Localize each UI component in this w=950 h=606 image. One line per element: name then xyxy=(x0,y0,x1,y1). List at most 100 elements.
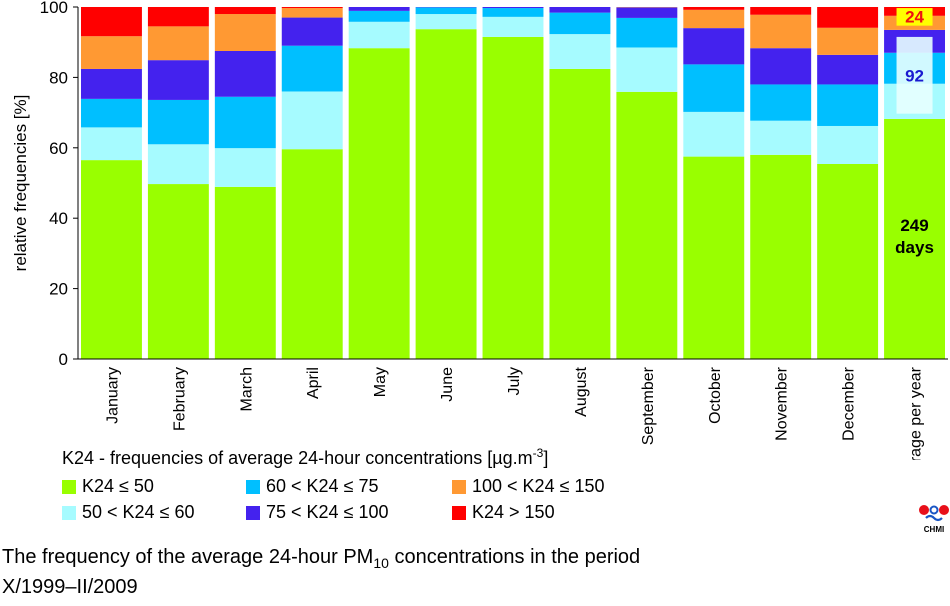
bar-segment xyxy=(683,9,745,29)
bar-segment xyxy=(415,14,477,30)
annotation-box xyxy=(896,8,933,26)
bar-segment xyxy=(147,60,209,100)
bar-segment xyxy=(214,186,276,359)
svg-text:CHMI: CHMI xyxy=(924,525,944,534)
x-tick-label: June xyxy=(439,367,456,402)
bar-segment xyxy=(750,84,812,121)
y-axis-label: relative frequencies [%] xyxy=(11,95,30,272)
x-tick-label: March xyxy=(238,367,255,411)
bar-segment xyxy=(281,91,343,150)
x-tick-label: July xyxy=(506,367,523,395)
chmi-logo: CHMI xyxy=(919,505,949,534)
bar-segment xyxy=(81,127,142,161)
bar-segment xyxy=(817,27,879,55)
bar-segment xyxy=(817,163,879,359)
bar-segment xyxy=(281,45,343,92)
bar-segment xyxy=(415,29,477,360)
bar-segment xyxy=(549,68,611,360)
bar-segment xyxy=(482,16,544,37)
legend-item-75-100: 75 < K24 ≤ 100 xyxy=(246,502,388,523)
x-tick-label: August xyxy=(573,366,590,416)
legend-swatch xyxy=(452,479,466,494)
bar-segment xyxy=(81,160,142,359)
annotation-days-unit: days xyxy=(895,238,934,257)
y-tick-label: 0 xyxy=(59,350,68,369)
bar-segment xyxy=(616,91,678,359)
bar-segment xyxy=(348,21,410,49)
bar-segment xyxy=(817,84,879,126)
annotation-value-24: 24 xyxy=(905,8,924,27)
bar-segment xyxy=(214,148,276,187)
bar-segment xyxy=(81,7,142,37)
bar-segment xyxy=(81,68,142,99)
annotation-value-92: 92 xyxy=(905,66,924,85)
bar-segment xyxy=(281,149,343,359)
bar-segment xyxy=(549,34,611,69)
bar-segment xyxy=(549,7,611,13)
y-tick-label: 80 xyxy=(49,68,68,87)
bar-segment xyxy=(616,7,678,18)
bar-segment xyxy=(214,14,276,51)
bar-segment xyxy=(683,156,745,359)
bar-segment xyxy=(214,96,276,149)
legend-item-k24-le-50: K24 ≤ 50 xyxy=(62,476,154,497)
bar-segment xyxy=(214,7,276,15)
bar-segment xyxy=(147,144,209,185)
stacked-bar-chart: January February March April May June July Augu… xyxy=(11,0,948,460)
x-tick-label: January xyxy=(104,367,121,424)
bar-segment xyxy=(750,14,812,49)
bar-segment xyxy=(81,36,142,69)
bar-segment xyxy=(147,99,209,145)
bar-segment xyxy=(884,118,945,359)
bar-segment xyxy=(750,120,812,155)
bar-segment xyxy=(482,8,544,17)
x-tick-label: October xyxy=(707,366,724,424)
legend-swatch xyxy=(62,505,76,520)
x-tick-label: November xyxy=(774,366,791,440)
bar-segment xyxy=(616,17,678,48)
bar-segment xyxy=(81,98,142,128)
y-tick-label: 100 xyxy=(40,0,68,17)
bar-segment xyxy=(147,184,209,359)
y-tick-label: 60 xyxy=(49,139,68,158)
x-tick-label: average per year xyxy=(908,366,925,460)
bar-segment xyxy=(549,12,611,35)
bar-segment xyxy=(616,47,678,92)
bar-segment xyxy=(348,48,410,360)
legend-swatch xyxy=(246,479,260,494)
bar-segment xyxy=(281,17,343,46)
legend-swatch xyxy=(452,505,466,520)
legend-item-60-75: 60 < K24 ≤ 75 xyxy=(246,476,378,497)
bar-segment xyxy=(750,154,812,359)
x-tick-label: April xyxy=(305,367,322,399)
x-tick-label: December xyxy=(841,366,858,440)
bar-segment xyxy=(817,125,879,164)
bar-segment xyxy=(415,7,477,15)
annotation-days-count: 249 xyxy=(900,216,928,235)
bar-segment xyxy=(817,7,879,28)
legend-swatch xyxy=(246,505,260,520)
bar-segment xyxy=(750,7,812,15)
legend-item-100-150: 100 < K24 ≤ 150 xyxy=(452,476,605,497)
bar-segment xyxy=(348,7,410,11)
bar-segment xyxy=(683,111,745,157)
bar-segment xyxy=(683,7,745,10)
annotation-box xyxy=(896,36,933,114)
bar-segment xyxy=(348,10,410,22)
figure-caption: The frequency of the average 24-hour PM1… xyxy=(2,546,641,598)
x-tick-label: February xyxy=(171,367,188,431)
bar-segment xyxy=(147,26,209,61)
bar-segment xyxy=(147,7,209,27)
bar-segment xyxy=(281,8,343,18)
bar-segment xyxy=(683,28,745,65)
legend-item-50-60: 50 < K24 ≤ 60 xyxy=(62,502,194,523)
y-tick-label: 20 xyxy=(49,280,68,299)
bar-segment xyxy=(750,48,812,85)
bar-segment xyxy=(817,54,879,85)
bar-segment xyxy=(482,36,544,360)
y-tick-label: 40 xyxy=(49,209,68,228)
bar-segment xyxy=(281,7,343,9)
x-tick-label: May xyxy=(372,367,389,397)
bar-segment xyxy=(482,7,544,9)
legend-swatch xyxy=(62,479,76,494)
